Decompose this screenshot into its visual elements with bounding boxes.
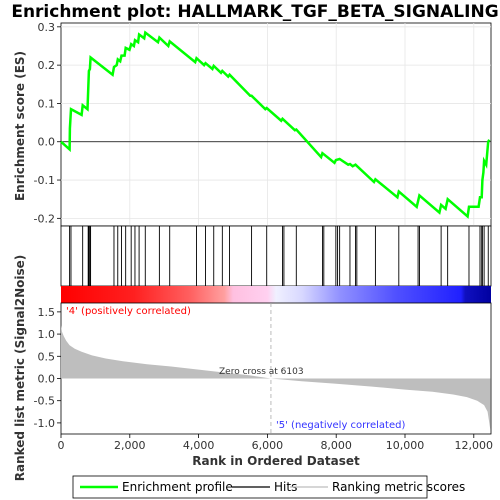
rank-tick-label: 1.0 [38,328,56,341]
correlation-bar [61,286,491,303]
rank-tick-label: 0.0 [38,372,56,385]
positive-correlation-label: '4' (positively correlated) [66,306,191,317]
rank-y-axis-label: Ranked list metric (Signal2Noise) [13,255,27,482]
es-grid [61,23,491,226]
es-y-ticks: 0.3 0.2 0.1 0.0 -0.1 -0.2 [34,21,61,225]
correlation-gradient [61,286,491,303]
x-tick-label: 2,000 [114,439,146,452]
es-tick-label: 0.3 [38,21,56,34]
x-tick-label: 4,000 [183,439,215,452]
x-axis-label: Rank in Ordered Dataset [192,454,360,468]
enrichment-profile-line [60,30,491,219]
es-tick-label: 0.2 [38,59,56,72]
negative-correlation-label: '5' (negatively correlated) [276,420,405,431]
x-tick-label: 8,000 [320,439,352,452]
legend-label: Enrichment profile [122,480,233,494]
zero-cross-label: Zero cross at 6103 [219,367,304,377]
ranking-metric-area [61,325,491,430]
hits-panel [60,225,492,287]
rank-tick-label: 1.5 [38,306,56,319]
rank-tick-label: -1.0 [34,417,55,430]
es-tick-label: 0.1 [38,97,56,110]
legend-label: Ranking metric scores [332,480,465,494]
rank-tick-label: -0.5 [34,395,55,408]
chart-title: Enrichment plot: HALLMARK_TGF_BETA_SIGNA… [11,2,498,22]
legend-label: Hits [274,480,297,494]
es-frame [60,22,492,227]
es-tick-label: 0.0 [38,136,56,149]
rank-y-ticks: 1.5 1.0 0.5 0.0 -0.5 -1.0 [34,306,61,430]
legend-entries: Enrichment profile Hits Ranking metric sco… [80,480,465,494]
x-tick-label: 10,000 [386,439,425,452]
x-tick-label: 12,000 [455,439,494,452]
hit-lines [69,226,489,286]
es-y-axis-label: Enrichment score (ES) [13,51,27,201]
es-tick-label: -0.1 [34,174,55,187]
rank-x-ticks: 0 2,000 4,000 6,000 8,000 10,000 12,000 [58,434,494,452]
rank-tick-label: 0.5 [38,350,56,363]
es-tick-label: -0.2 [34,212,55,225]
x-tick-label: 6,000 [252,439,284,452]
legend: Enrichment profile Hits Ranking metric sco… [72,475,465,499]
x-tick-label: 0 [58,439,65,452]
es-panel: 0.3 0.2 0.1 0.0 -0.1 -0.2 Enrichment score (E… [13,21,492,227]
rank-panel: 1.5 1.0 0.5 0.0 -0.5 -1.0 0 2,000 4,000 6,000 8,0… [13,255,493,482]
